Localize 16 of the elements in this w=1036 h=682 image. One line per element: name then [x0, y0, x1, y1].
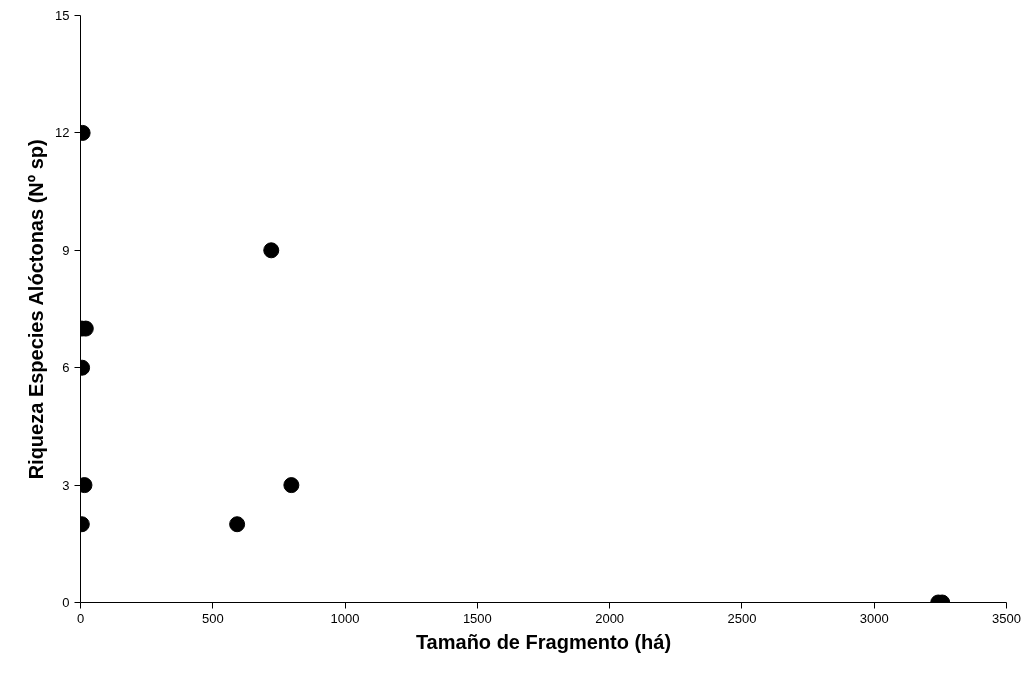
y-tick-label: 12 — [55, 125, 70, 141]
y-tick-label: 3 — [62, 477, 70, 493]
x-tick-label: 3500 — [992, 610, 1021, 626]
y-tick-label: 0 — [62, 595, 70, 610]
x-tick-label: 2500 — [727, 610, 757, 626]
x-tick-label: 1500 — [462, 610, 492, 626]
y-tick-label: 9 — [62, 242, 70, 258]
y-axis-title: Riqueza Especies Alóctonas (Nº sp) — [25, 139, 48, 480]
x-tick-label: 2000 — [595, 610, 625, 626]
x-tick-label: 0 — [76, 610, 85, 626]
x-axis-title: Tamaño de Fragmento (há) — [415, 630, 672, 653]
x-tick-label: 500 — [201, 610, 224, 626]
x-tick-label: 1000 — [330, 610, 360, 626]
y-tick-label: 6 — [62, 360, 70, 376]
y-tick-label: 15 — [55, 8, 70, 23]
x-tick-label: 3000 — [859, 610, 889, 626]
